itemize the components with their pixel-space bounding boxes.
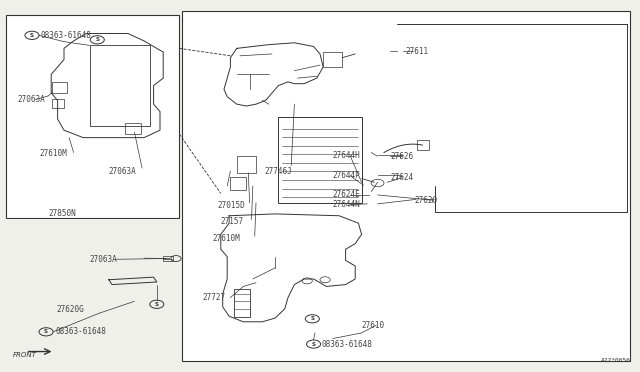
Bar bbox=[52, 99, 64, 108]
Text: 27063A: 27063A bbox=[18, 95, 45, 104]
Text: 08363-61648: 08363-61648 bbox=[55, 327, 106, 336]
Bar bbox=[182, 11, 630, 361]
Text: 27610: 27610 bbox=[361, 321, 384, 330]
Bar bbox=[237, 156, 256, 173]
Text: 27624E: 27624E bbox=[333, 190, 360, 199]
Text: S: S bbox=[312, 341, 316, 347]
Text: 27644N: 27644N bbox=[333, 200, 360, 209]
Text: 27610M: 27610M bbox=[40, 149, 67, 158]
Text: A27*0056: A27*0056 bbox=[600, 357, 630, 363]
Text: 08363-61648: 08363-61648 bbox=[322, 340, 372, 349]
Text: FRONT: FRONT bbox=[13, 352, 36, 358]
Text: 27063A: 27063A bbox=[109, 167, 136, 176]
Text: S: S bbox=[310, 316, 314, 321]
Bar bbox=[6, 219, 179, 361]
Text: 27746J: 27746J bbox=[264, 167, 292, 176]
Text: 27015D: 27015D bbox=[218, 201, 245, 210]
Text: 27644P: 27644P bbox=[333, 171, 360, 180]
Text: S: S bbox=[30, 33, 34, 38]
Bar bbox=[278, 117, 362, 203]
Bar bbox=[163, 256, 173, 261]
Text: 27620: 27620 bbox=[415, 196, 438, 205]
Text: 27644H: 27644H bbox=[333, 151, 360, 160]
Text: 08363-61648: 08363-61648 bbox=[40, 31, 91, 40]
Bar bbox=[6, 15, 179, 218]
Text: 27611: 27611 bbox=[405, 47, 428, 56]
Bar bbox=[125, 123, 141, 134]
Text: 27850N: 27850N bbox=[49, 209, 76, 218]
Text: 27157: 27157 bbox=[221, 217, 244, 226]
Text: 27620G: 27620G bbox=[56, 305, 84, 314]
Bar bbox=[417, 140, 429, 150]
Bar bbox=[230, 177, 246, 190]
Text: S: S bbox=[44, 329, 48, 334]
Text: 27624: 27624 bbox=[390, 173, 413, 182]
Bar bbox=[323, 52, 342, 67]
Text: 27610M: 27610M bbox=[212, 234, 240, 243]
Bar bbox=[234, 289, 250, 317]
Bar bbox=[52, 82, 67, 93]
Bar bbox=[90, 45, 150, 126]
Text: 27727: 27727 bbox=[202, 293, 225, 302]
Text: 27626: 27626 bbox=[390, 152, 413, 161]
Text: S: S bbox=[95, 37, 99, 42]
Text: 27063A: 27063A bbox=[90, 255, 117, 264]
Text: S: S bbox=[155, 302, 159, 307]
